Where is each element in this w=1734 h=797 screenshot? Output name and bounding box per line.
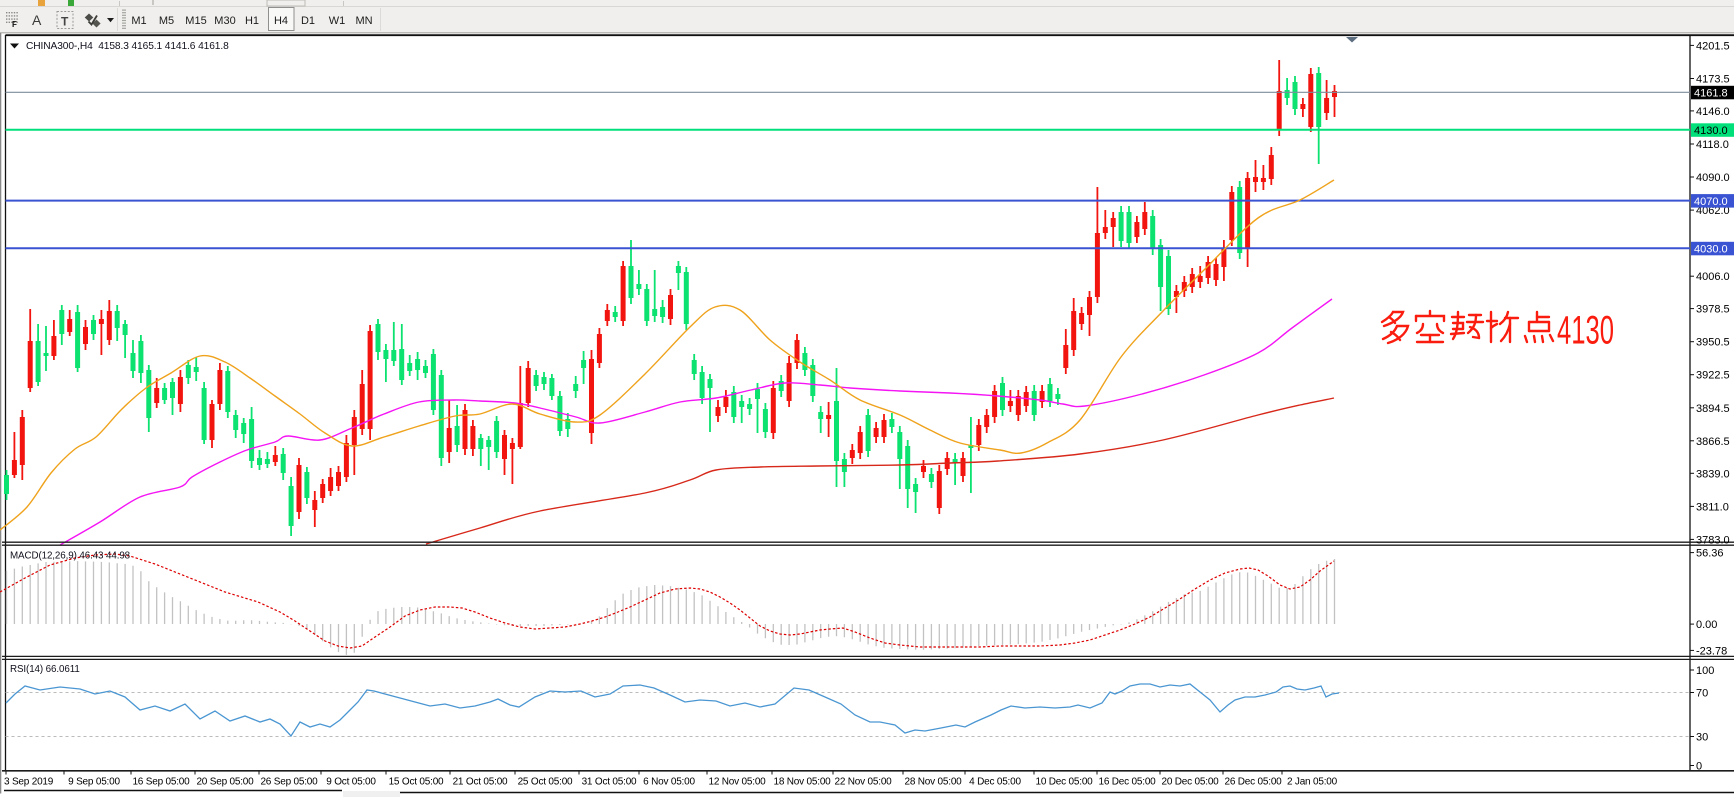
svg-text:4 Dec 05:00: 4 Dec 05:00 [969, 777, 1021, 788]
svg-text:20 Sep 05:00: 20 Sep 05:00 [196, 777, 254, 788]
svg-text:T: T [61, 15, 69, 29]
svg-text:4130.0: 4130.0 [1694, 125, 1728, 137]
svg-text:4146.0: 4146.0 [1696, 106, 1730, 118]
svg-text:12 Nov 05:00: 12 Nov 05:00 [708, 777, 766, 788]
svg-text:4130: 4130 [1557, 309, 1614, 353]
svg-text:9 Oct 05:00: 9 Oct 05:00 [326, 777, 376, 788]
svg-text:3922.5: 3922.5 [1696, 370, 1730, 382]
svg-text:4090.0: 4090.0 [1696, 172, 1730, 184]
svg-text:3866.5: 3866.5 [1696, 436, 1730, 448]
svg-text:22 Nov 05:00: 22 Nov 05:00 [834, 777, 892, 788]
svg-text:4201.5: 4201.5 [1696, 40, 1730, 52]
svg-text:-23.78: -23.78 [1696, 645, 1727, 657]
svg-text:0.00: 0.00 [1696, 619, 1717, 631]
svg-text:0: 0 [1696, 761, 1702, 773]
svg-text:30: 30 [1696, 732, 1708, 744]
svg-text:9 Sep 05:00: 9 Sep 05:00 [68, 777, 120, 788]
svg-text:70: 70 [1696, 688, 1708, 700]
svg-text:4030.0: 4030.0 [1694, 244, 1728, 256]
svg-text:M5: M5 [159, 15, 174, 27]
svg-text:3950.5: 3950.5 [1696, 337, 1730, 349]
svg-text:RSI(14) 66.0611: RSI(14) 66.0611 [10, 664, 80, 675]
svg-text:M15: M15 [185, 15, 206, 27]
svg-text:26 Dec 05:00: 26 Dec 05:00 [1224, 777, 1282, 788]
svg-text:3978.5: 3978.5 [1696, 304, 1730, 316]
svg-text:3 Sep 2019: 3 Sep 2019 [4, 777, 54, 788]
svg-text:4062.0: 4062.0 [1696, 205, 1730, 217]
svg-text:6 Nov 05:00: 6 Nov 05:00 [643, 777, 695, 788]
svg-text:MN: MN [355, 15, 372, 27]
svg-text:18 Nov 05:00: 18 Nov 05:00 [773, 777, 831, 788]
svg-text:21 Oct 05:00: 21 Oct 05:00 [453, 777, 508, 788]
svg-text:4006.0: 4006.0 [1696, 271, 1730, 283]
svg-text:25 Oct 05:00: 25 Oct 05:00 [518, 777, 573, 788]
svg-text:56.36: 56.36 [1696, 548, 1724, 560]
svg-text:CHINA300-,H4 4158.3 4165.1 41: CHINA300-,H4 4158.3 4165.1 4141.6 4161.8 [26, 41, 229, 52]
svg-text:H4: H4 [274, 15, 288, 27]
svg-text:20 Dec 05:00: 20 Dec 05:00 [1161, 777, 1219, 788]
svg-text:M1: M1 [131, 15, 146, 27]
svg-text:F: F [12, 20, 17, 29]
svg-text:D1: D1 [301, 15, 315, 27]
svg-text:10 Dec 05:00: 10 Dec 05:00 [1035, 777, 1093, 788]
svg-text:31 Oct 05:00: 31 Oct 05:00 [582, 777, 637, 788]
svg-text:M30: M30 [214, 15, 235, 27]
svg-text:MACD(12,26,9) 46.43 44.98: MACD(12,26,9) 46.43 44.98 [10, 551, 131, 562]
svg-text:3783.0: 3783.0 [1696, 534, 1730, 546]
svg-text:3894.5: 3894.5 [1696, 403, 1730, 415]
svg-text:4118.0: 4118.0 [1696, 139, 1729, 151]
svg-text:A: A [32, 12, 42, 28]
svg-text:4161.8: 4161.8 [1694, 88, 1728, 100]
svg-text:16 Sep 05:00: 16 Sep 05:00 [132, 777, 190, 788]
svg-text:26 Sep 05:00: 26 Sep 05:00 [260, 777, 318, 788]
svg-text:100: 100 [1696, 665, 1714, 677]
svg-text:16 Dec 05:00: 16 Dec 05:00 [1098, 777, 1156, 788]
svg-text:3811.0: 3811.0 [1696, 501, 1729, 513]
svg-text:15 Oct 05:00: 15 Oct 05:00 [389, 777, 444, 788]
svg-text:2 Jan 05:00: 2 Jan 05:00 [1287, 777, 1338, 788]
svg-text:4173.5: 4173.5 [1696, 74, 1730, 86]
svg-text:3839.0: 3839.0 [1696, 468, 1730, 480]
svg-text:28 Nov 05:00: 28 Nov 05:00 [904, 777, 962, 788]
svg-text:4070.0: 4070.0 [1694, 196, 1728, 208]
svg-text:W1: W1 [329, 15, 346, 27]
svg-text:H1: H1 [245, 15, 259, 27]
